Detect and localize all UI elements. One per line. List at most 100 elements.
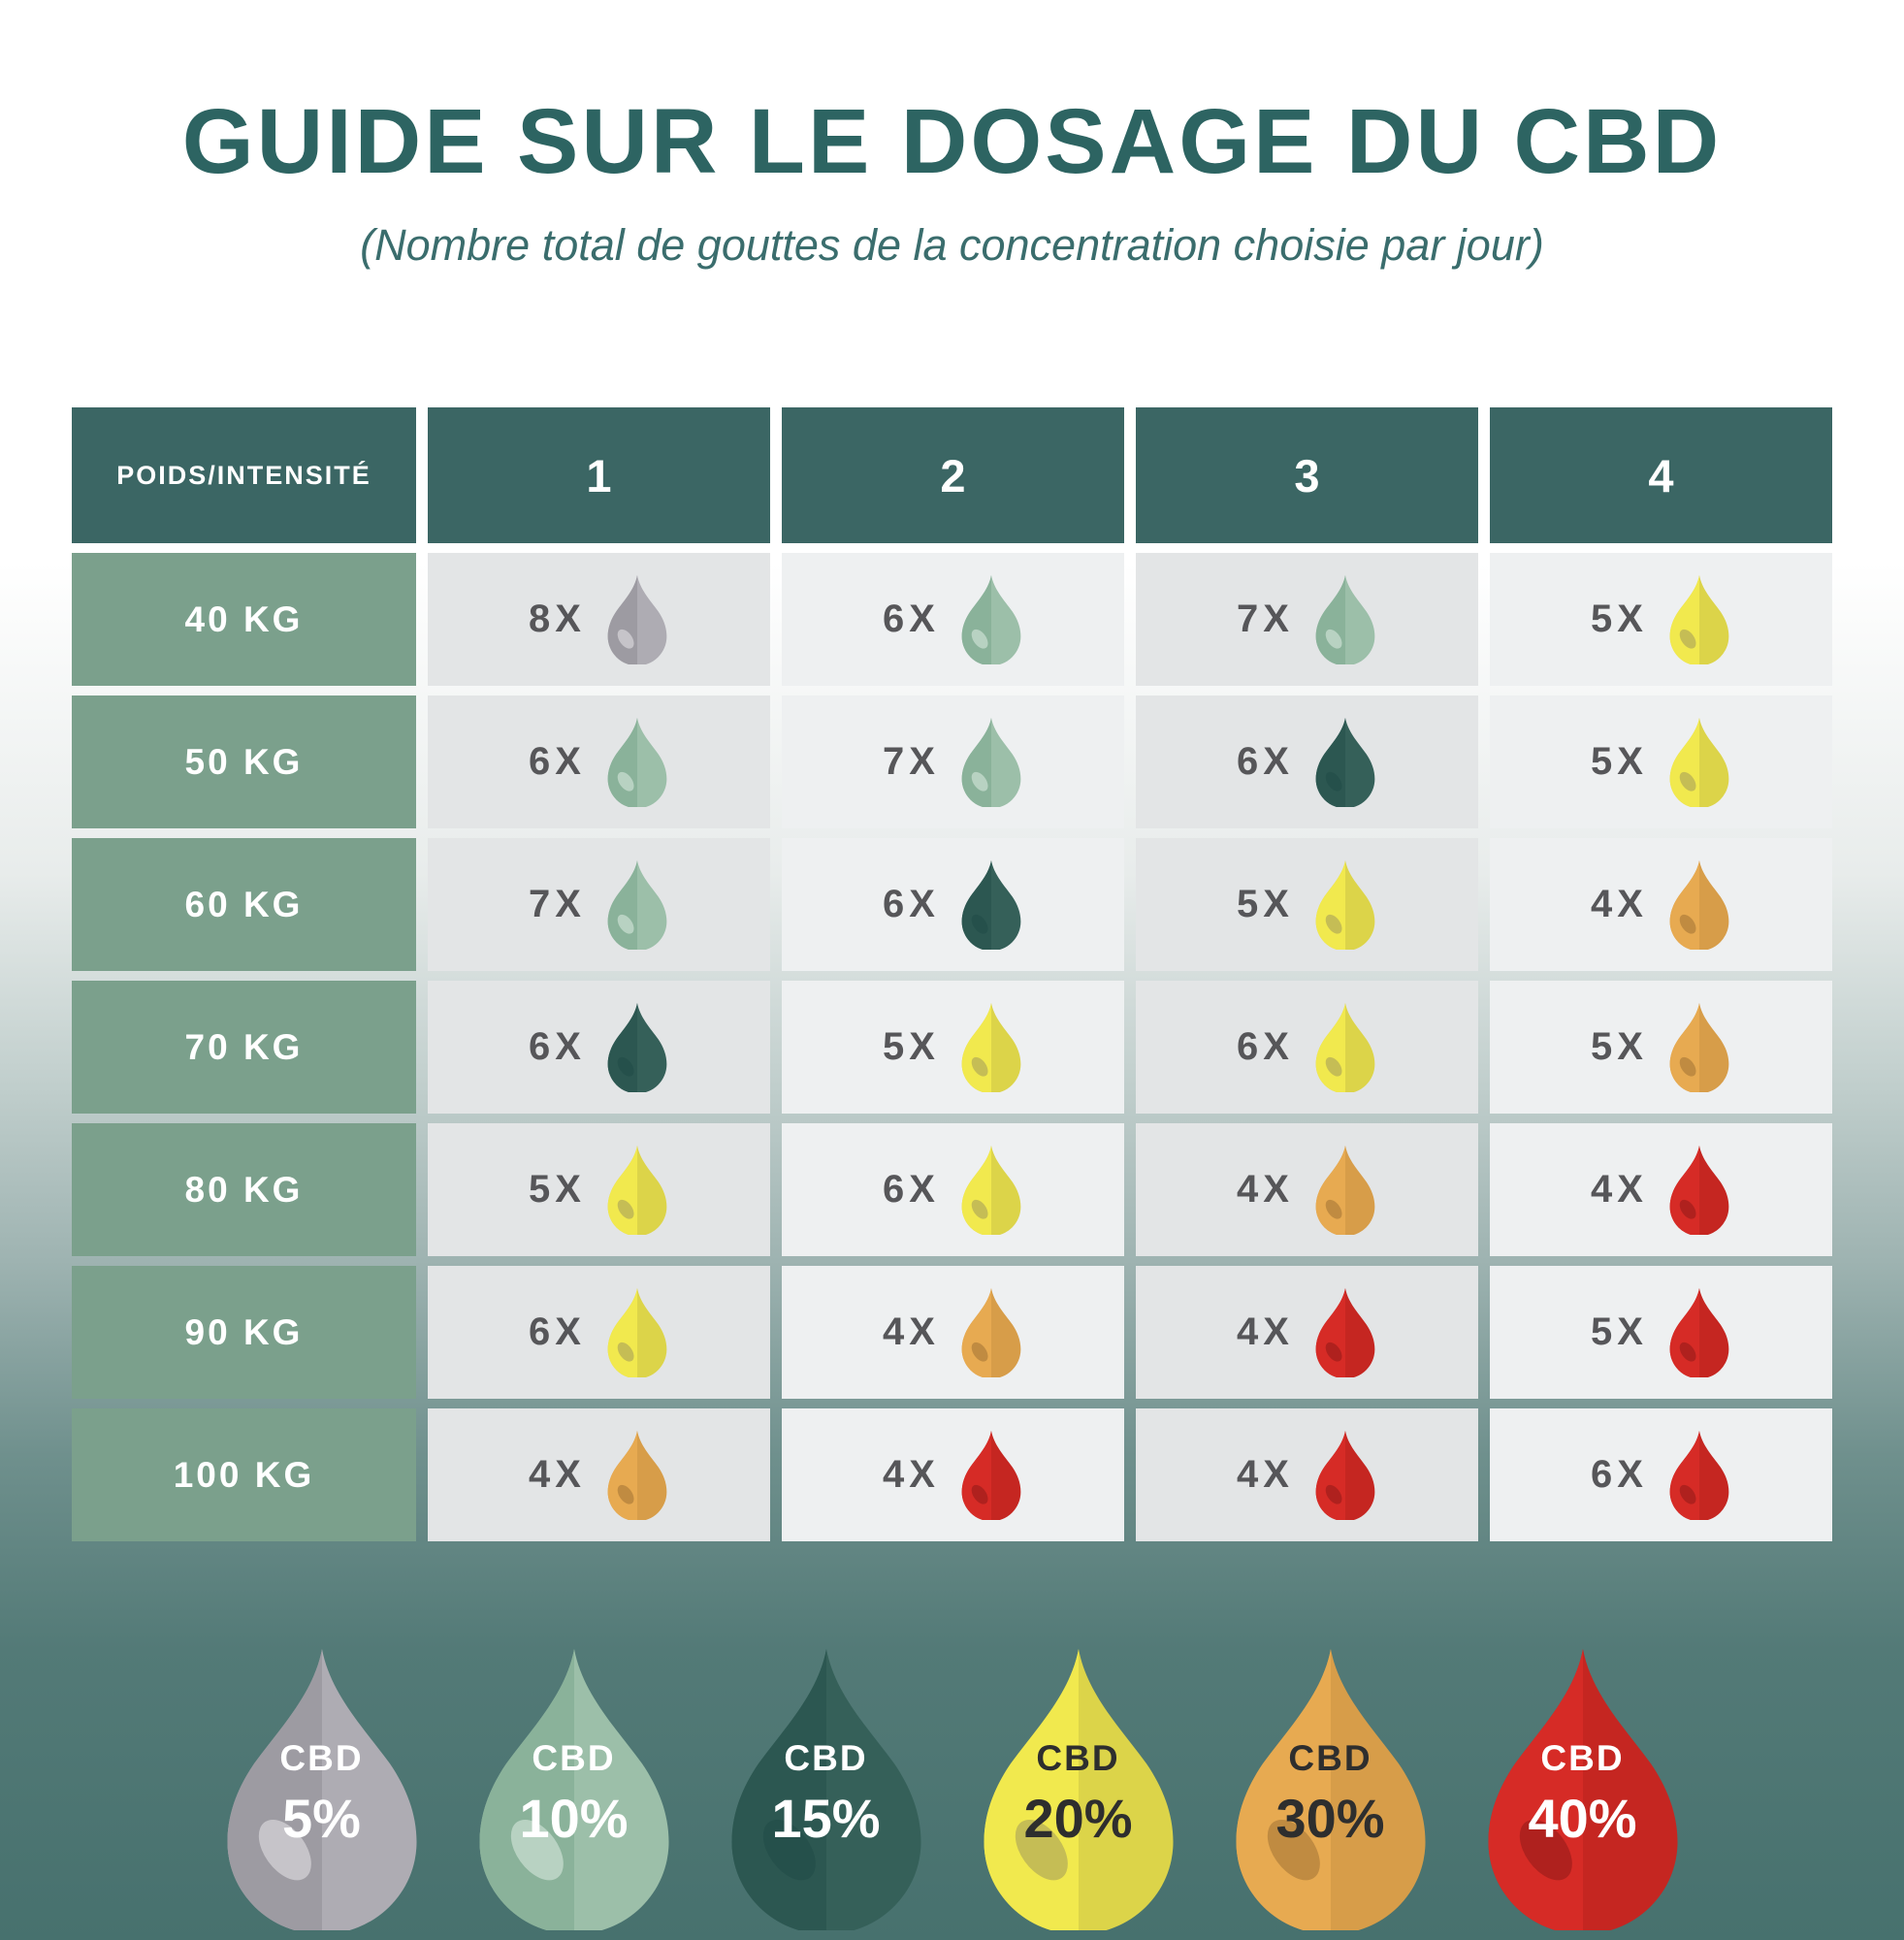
legend-text: CBD 10% — [471, 1738, 677, 1850]
cbd-drop-icon — [1313, 1430, 1377, 1520]
dose-count: 5X — [1591, 598, 1648, 640]
cbd-drop-icon — [959, 1430, 1023, 1520]
dose-count: 6X — [1237, 1025, 1294, 1068]
dose-cell: 4X — [782, 1266, 1124, 1399]
cbd-drop-icon — [959, 1002, 1023, 1092]
table-header-row: POIDS/INTENSITÉ 1 2 3 4 — [72, 407, 1832, 543]
legend-cbd-label: CBD — [784, 1738, 868, 1778]
dose-count: 6X — [883, 598, 940, 640]
legend-percent-label: 20% — [1023, 1788, 1133, 1849]
weight-label-cell: 80 KG — [72, 1123, 416, 1256]
intensity-column-label: 3 — [1294, 449, 1320, 501]
legend-cbd-label: CBD — [532, 1738, 616, 1778]
dose-count: 6X — [883, 883, 940, 925]
legend-text: CBD 40% — [1480, 1738, 1686, 1850]
legend-percent-label: 30% — [1275, 1788, 1385, 1849]
dose-cell: 5X — [782, 981, 1124, 1114]
dose-cell: 5X — [1490, 1266, 1832, 1399]
legend-text: CBD 15% — [724, 1738, 929, 1850]
dose-cell: 5X — [1136, 838, 1478, 971]
weight-label-cell: 90 KG — [72, 1266, 416, 1399]
weight-label-cell: 70 KG — [72, 981, 416, 1114]
cbd-drop-icon — [1667, 1287, 1731, 1377]
weight-label: 90 KG — [184, 1311, 304, 1352]
dose-count: 4X — [883, 1310, 940, 1353]
dose-cell: 5X — [1490, 553, 1832, 686]
dose-count: 5X — [883, 1025, 940, 1068]
dose-count: 7X — [883, 740, 940, 783]
cbd-drop-icon — [1313, 859, 1377, 950]
table-row: 60 KG 7X 6X 5X 4X — [72, 838, 1832, 971]
weight-label: 60 KG — [184, 884, 304, 924]
legend-percent-label: 10% — [519, 1788, 629, 1849]
dose-count: 6X — [1237, 740, 1294, 783]
cbd-drop-icon — [1313, 717, 1377, 807]
legend-percent-label: 5% — [282, 1788, 361, 1849]
dose-count: 6X — [529, 740, 586, 783]
table-row: 50 KG 6X 7X 6X 5X — [72, 695, 1832, 828]
dose-cell: 5X — [428, 1123, 770, 1256]
dose-cell: 7X — [428, 838, 770, 971]
dose-cell: 6X — [782, 1123, 1124, 1256]
weight-label-cell: 60 KG — [72, 838, 416, 971]
dose-count: 7X — [529, 883, 586, 925]
dose-cell: 4X — [1136, 1266, 1478, 1399]
legend-drop: CBD 10% — [471, 1649, 677, 1930]
weight-label-cell: 100 KG — [72, 1408, 416, 1541]
page-subtitle: (Nombre total de gouttes de la concentra… — [360, 220, 1544, 270]
dose-count: 4X — [1237, 1168, 1294, 1211]
dose-cell: 5X — [1490, 695, 1832, 828]
page-title: GUIDE SUR LE DOSAGE DU CBD — [181, 90, 1723, 193]
dose-cell: 6X — [428, 1266, 770, 1399]
dose-count: 6X — [529, 1310, 586, 1353]
dose-count: 8X — [529, 598, 586, 640]
dose-count: 4X — [1591, 1168, 1648, 1211]
cbd-drop-icon — [1667, 859, 1731, 950]
dose-count: 5X — [1591, 1310, 1648, 1353]
dose-count: 4X — [1591, 883, 1648, 925]
dose-cell: 6X — [428, 981, 770, 1114]
dose-count: 4X — [529, 1453, 586, 1496]
cbd-drop-icon — [1667, 717, 1731, 807]
table-row: 90 KG 6X 4X 4X 5X — [72, 1266, 1832, 1399]
intensity-column-header-1: 1 — [428, 407, 770, 543]
dose-cell: 7X — [1136, 553, 1478, 686]
dose-cell: 6X — [1136, 981, 1478, 1114]
table-row: 80 KG 5X 6X 4X 4X — [72, 1123, 1832, 1256]
legend-drop: CBD 15% — [724, 1649, 929, 1930]
weight-label: 100 KG — [173, 1454, 315, 1495]
weight-label: 70 KG — [184, 1026, 304, 1067]
cbd-drop-icon — [959, 1145, 1023, 1235]
weight-label-cell: 40 KG — [72, 553, 416, 686]
legend-percent-label: 40% — [1528, 1788, 1637, 1849]
dose-count: 4X — [883, 1453, 940, 1496]
cbd-drop-icon — [605, 1430, 669, 1520]
cbd-drop-icon — [605, 859, 669, 950]
dose-cell: 4X — [1136, 1408, 1478, 1541]
dose-cell: 4X — [1136, 1123, 1478, 1256]
dose-count: 5X — [1591, 740, 1648, 783]
intensity-column-label: 2 — [940, 449, 966, 501]
table-body: 40 KG 8X 6X 7X 5X 50 KG 6X 7X 6X 5X — [72, 553, 1832, 1541]
table-row: 40 KG 8X 6X 7X 5X — [72, 553, 1832, 686]
dose-count: 5X — [529, 1168, 586, 1211]
legend-text: CBD 30% — [1228, 1738, 1434, 1850]
dose-cell: 6X — [782, 553, 1124, 686]
legend-drop: CBD 30% — [1228, 1649, 1434, 1930]
legend-cbd-label: CBD — [1036, 1738, 1120, 1778]
weight-label: 50 KG — [184, 741, 304, 782]
corner-header-cell: POIDS/INTENSITÉ — [72, 407, 416, 543]
cbd-drop-icon — [959, 859, 1023, 950]
dose-cell: 6X — [1490, 1408, 1832, 1541]
weight-label-cell: 50 KG — [72, 695, 416, 828]
legend-drop: CBD 40% — [1480, 1649, 1686, 1930]
cbd-drop-icon — [1313, 1145, 1377, 1235]
dosage-table: POIDS/INTENSITÉ 1 2 3 4 40 KG 8X 6X 7X — [72, 407, 1832, 1551]
intensity-column-label: 1 — [586, 449, 612, 501]
intensity-column-label: 4 — [1648, 449, 1674, 501]
legend-cbd-label: CBD — [1288, 1738, 1372, 1778]
dose-cell: 4X — [1490, 838, 1832, 971]
dose-cell: 6X — [428, 695, 770, 828]
dose-count: 5X — [1237, 883, 1294, 925]
